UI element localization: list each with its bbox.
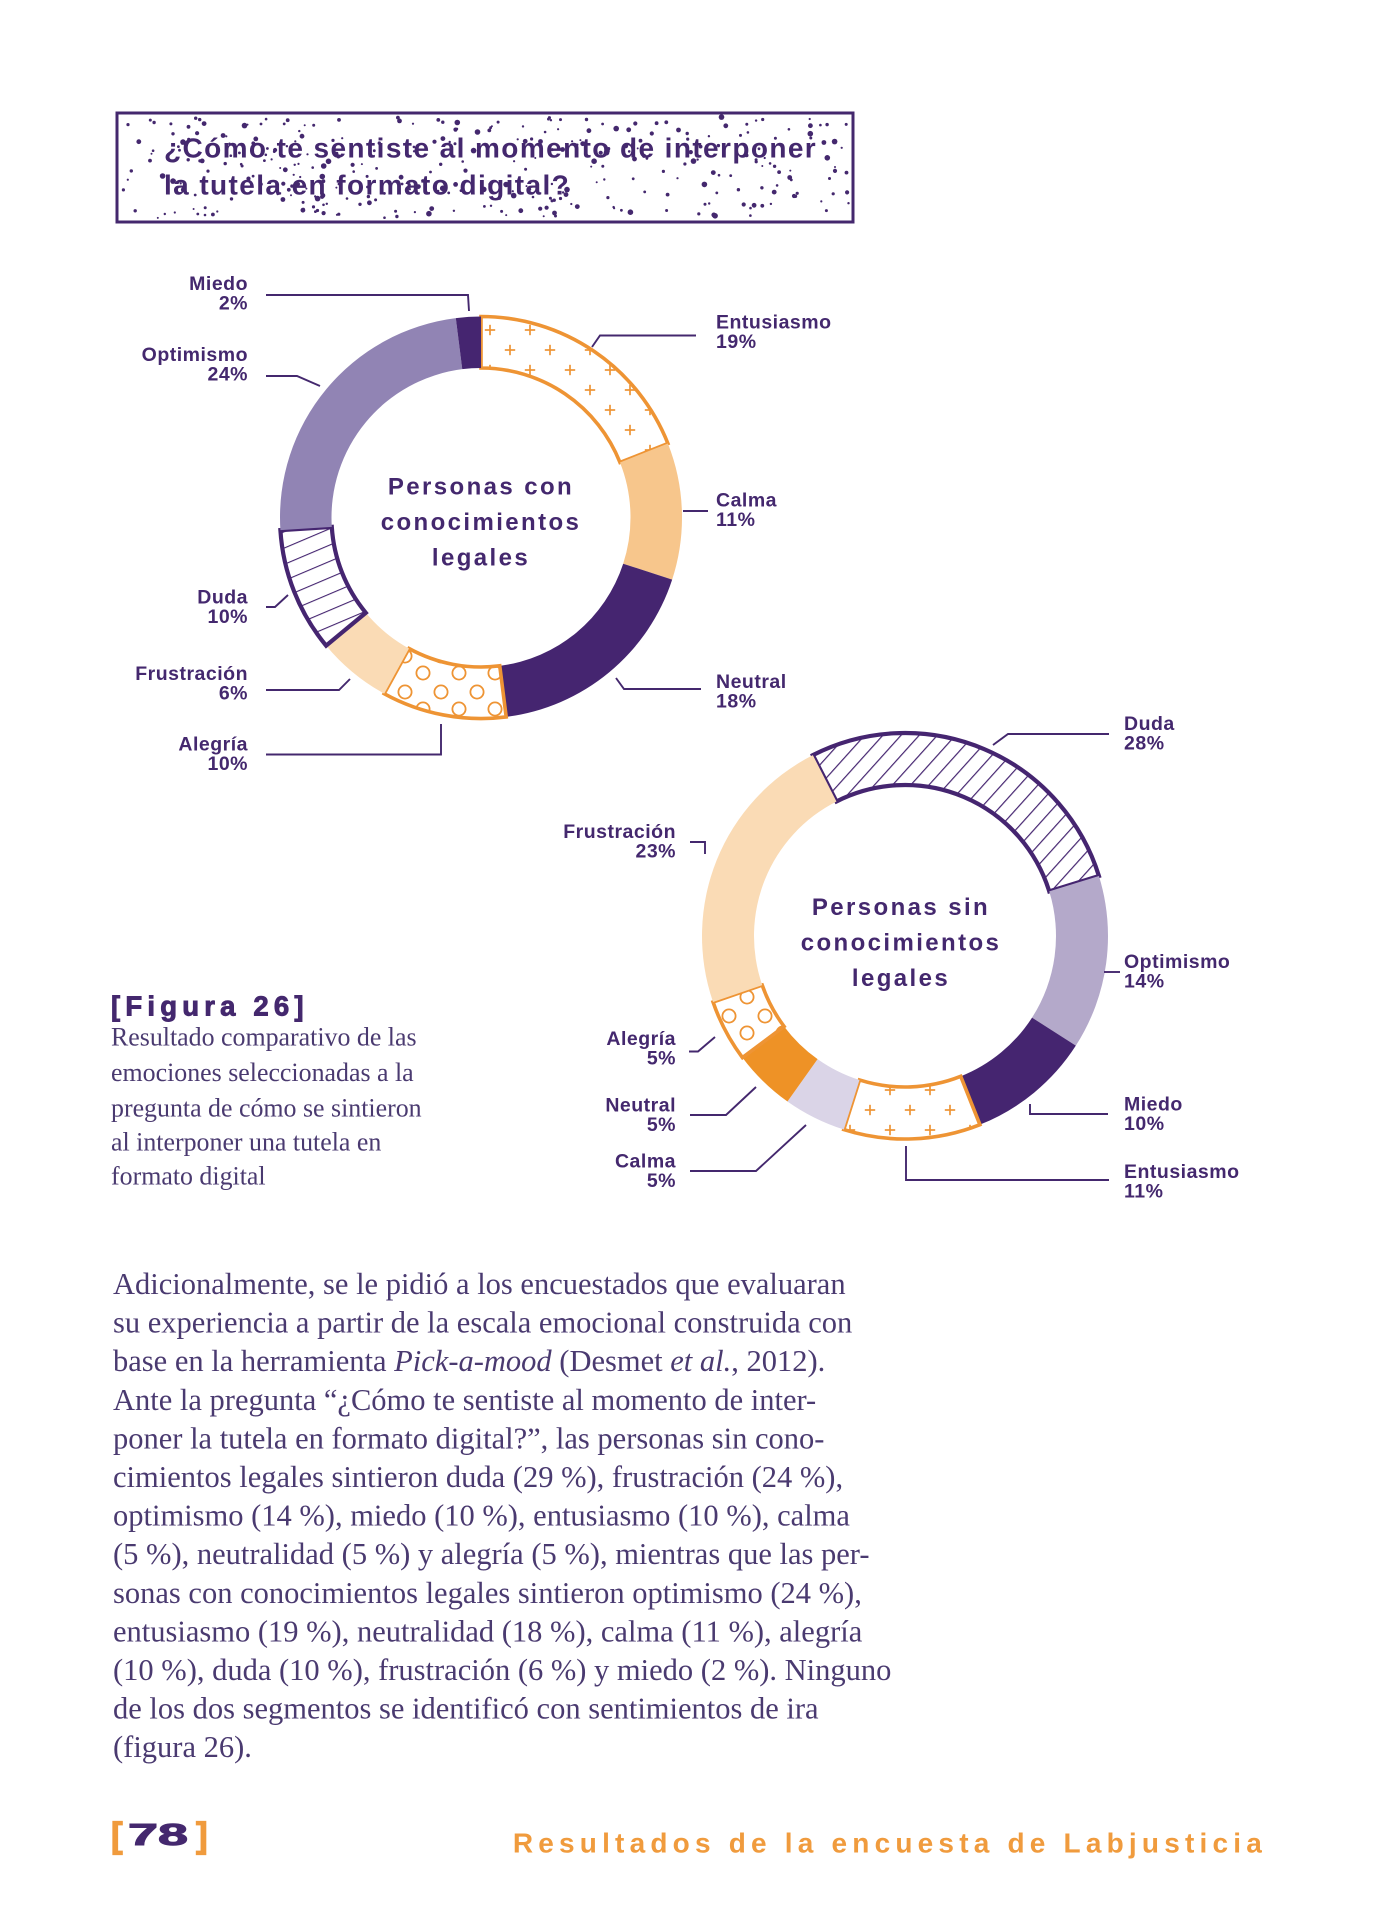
svg-text:Optimismo: Optimismo [142, 344, 248, 366]
svg-text:[: [ [111, 1816, 123, 1855]
svg-text:legales: legales [432, 545, 530, 572]
svg-text:legales: legales [852, 965, 950, 992]
svg-text:10%: 10% [207, 606, 248, 628]
svg-text:Resultado comparativo de las: Resultado comparativo de las [111, 1023, 417, 1052]
svg-text:(5 %), neutralidad (5 %) y ale: (5 %), neutralidad (5 %) y alegría (5 %)… [113, 1537, 870, 1571]
svg-text:11%: 11% [716, 509, 755, 531]
svg-text:]: ] [196, 1816, 208, 1855]
svg-text:5%: 5% [647, 1048, 676, 1070]
svg-text:Entusiasmo: Entusiasmo [716, 312, 832, 334]
svg-text:Miedo: Miedo [1124, 1094, 1183, 1116]
svg-text:5%: 5% [647, 1114, 676, 1136]
svg-text:28%: 28% [1124, 733, 1165, 755]
svg-text:2%: 2% [219, 293, 248, 315]
svg-text:al interponer una tutela en: al interponer una tutela en [111, 1127, 381, 1156]
svg-text:Entusiasmo: Entusiasmo [1124, 1161, 1240, 1183]
svg-text:Alegría: Alegría [178, 734, 248, 756]
svg-text:[Figura 26]: [Figura 26] [111, 991, 309, 1022]
svg-text:6%: 6% [219, 683, 248, 705]
svg-text:10%: 10% [1124, 1113, 1165, 1135]
svg-text:Personas sin: Personas sin [812, 894, 990, 921]
svg-text:Neutral: Neutral [605, 1095, 676, 1117]
svg-text:emociones seleccionadas a la: emociones seleccionadas a la [111, 1058, 414, 1087]
svg-text:Calma: Calma [615, 1151, 676, 1173]
svg-text:su experiencia a partir de la: su experiencia a partir de la escala emo… [113, 1306, 852, 1340]
svg-text:Duda: Duda [197, 587, 248, 609]
svg-text:¿Cómo te sentiste al momento d: ¿Cómo te sentiste al momento de interpon… [164, 133, 817, 164]
svg-text:entusiasmo (19 %), neutralidad: entusiasmo (19 %), neutralidad (18 %), c… [113, 1614, 863, 1648]
svg-text:Resultados de la encuesta de L: Resultados de la encuesta de Labjusticia [513, 1827, 1267, 1858]
svg-text:formato digital: formato digital [111, 1162, 266, 1191]
svg-text:Alegría: Alegría [606, 1028, 676, 1050]
svg-text:Ante la pregunta “¿Cómo te sen: Ante la pregunta “¿Cómo te sentiste al m… [113, 1383, 816, 1417]
svg-text:Calma: Calma [716, 490, 777, 512]
svg-text:Optimismo: Optimismo [1124, 951, 1230, 973]
svg-text:78: 78 [128, 1818, 188, 1852]
svg-text:Frustración: Frustración [563, 821, 676, 843]
svg-text:Adicionalmente, se le pidió a: Adicionalmente, se le pidió a los encues… [113, 1267, 846, 1301]
svg-text:optimismo (14 %), miedo (10 %): optimismo (14 %), miedo (10 %), entusias… [113, 1499, 850, 1533]
svg-text:pregunta de cómo se sintieron: pregunta de cómo se sintieron [111, 1093, 422, 1122]
svg-text:Frustración: Frustración [135, 663, 248, 685]
svg-text:Neutral: Neutral [716, 671, 787, 693]
svg-text:5%: 5% [647, 1170, 676, 1192]
svg-text:conocimientos: conocimientos [801, 930, 1002, 957]
svg-text:Miedo: Miedo [189, 273, 248, 295]
svg-text:base en la herramienta Pick-a-: base en la herramienta Pick-a-mood (Desm… [113, 1344, 825, 1378]
svg-text:(figura 26).: (figura 26). [113, 1730, 252, 1764]
svg-text:cimientos legales sintieron du: cimientos legales sintieron duda (29 %),… [113, 1460, 843, 1494]
svg-text:10%: 10% [207, 753, 248, 775]
svg-text:de los dos segmentos se identi: de los dos segmentos se identificó con s… [113, 1692, 819, 1726]
svg-text:conocimientos: conocimientos [381, 509, 582, 536]
svg-text:11%: 11% [1124, 1181, 1163, 1203]
svg-text:la tutela en formato digital?: la tutela en formato digital? [164, 170, 570, 201]
svg-text:(10 %), duda (10 %), frustraci: (10 %), duda (10 %), frustración (6 %) y… [113, 1653, 891, 1687]
svg-text:Personas con: Personas con [388, 474, 574, 501]
svg-text:19%: 19% [716, 331, 757, 353]
svg-text:24%: 24% [207, 364, 248, 386]
svg-text:Duda: Duda [1124, 713, 1175, 735]
svg-text:23%: 23% [635, 841, 676, 863]
svg-text:14%: 14% [1124, 971, 1165, 993]
svg-text:poner la tutela en formato dig: poner la tutela en formato digital?”, la… [113, 1421, 824, 1455]
svg-text:18%: 18% [716, 691, 757, 713]
svg-text:sonas con conocimientos legale: sonas con conocimientos legales sintiero… [113, 1576, 862, 1610]
